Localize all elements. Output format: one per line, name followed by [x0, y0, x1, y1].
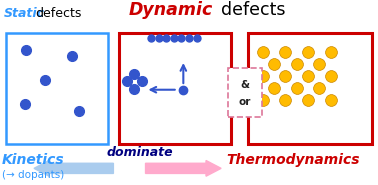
Text: Static: Static: [4, 7, 45, 20]
Text: defects: defects: [221, 1, 286, 19]
Bar: [6, 33, 108, 144]
FancyArrow shape: [34, 160, 113, 176]
Text: Thermodynamics: Thermodynamics: [227, 153, 360, 167]
Text: &: &: [240, 80, 249, 90]
Text: Dynamic: Dynamic: [129, 1, 213, 19]
FancyBboxPatch shape: [228, 68, 262, 117]
Text: defects: defects: [36, 7, 82, 20]
FancyArrow shape: [146, 160, 221, 176]
Text: or: or: [239, 97, 251, 107]
Text: (→ dopants): (→ dopants): [2, 170, 64, 180]
Bar: [119, 33, 231, 144]
Bar: [248, 33, 372, 144]
Text: Kinetics: Kinetics: [2, 153, 65, 167]
Text: dominate: dominate: [107, 146, 173, 159]
